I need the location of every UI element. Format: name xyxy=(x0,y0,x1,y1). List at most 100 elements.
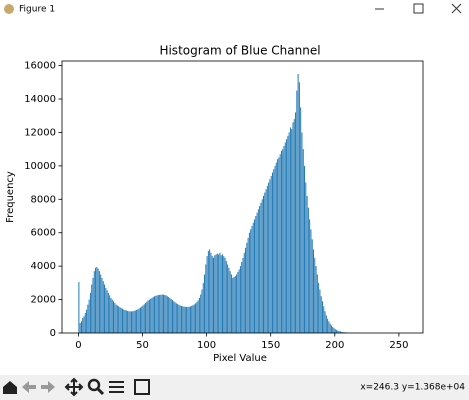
histogram-bar xyxy=(113,301,115,333)
zoom-button[interactable] xyxy=(87,378,105,396)
histogram-bar xyxy=(221,254,223,333)
histogram-bar xyxy=(84,312,86,333)
histogram-bar xyxy=(228,267,230,333)
histogram-bar xyxy=(115,304,117,333)
y-tick-label: 12000 xyxy=(24,127,56,138)
x-tick-label: 150 xyxy=(261,340,280,351)
histogram-bar xyxy=(309,219,311,333)
histogram-bar xyxy=(118,306,120,333)
histogram-bar xyxy=(109,295,111,333)
histogram-bar xyxy=(86,309,88,333)
histogram-bar xyxy=(342,332,344,333)
app-icon xyxy=(4,4,14,14)
histogram-bar xyxy=(124,309,126,333)
histogram-bar xyxy=(219,252,221,333)
histogram-bar xyxy=(337,330,339,333)
histogram-bar xyxy=(96,266,98,333)
histogram-bar xyxy=(259,205,261,333)
histogram-bar xyxy=(116,305,118,333)
histogram-bar xyxy=(288,132,290,333)
histogram-bar xyxy=(152,297,154,333)
histogram-bar xyxy=(300,107,302,333)
histogram-bar xyxy=(201,289,203,333)
x-tick-label: 100 xyxy=(197,340,216,351)
histogram-bar xyxy=(106,290,108,333)
histogram-bar xyxy=(137,309,139,333)
histogram-bar xyxy=(321,301,323,333)
x-tick-label: 200 xyxy=(325,340,344,351)
y-tick-label: 8000 xyxy=(31,194,56,205)
histogram-bar xyxy=(293,119,295,333)
histogram-bar xyxy=(243,252,245,333)
histogram-bar xyxy=(189,306,191,333)
save-button[interactable] xyxy=(134,379,150,395)
histogram-bar xyxy=(306,195,308,333)
maximize-button[interactable] xyxy=(413,3,424,14)
histogram-bar xyxy=(134,310,136,333)
histogram-bar xyxy=(120,307,122,333)
histogram-bar xyxy=(83,316,85,333)
histogram-bar xyxy=(171,300,173,333)
histogram-bar xyxy=(179,305,181,333)
home-button[interactable] xyxy=(3,381,17,394)
histogram-bar xyxy=(155,295,157,333)
back-button[interactable] xyxy=(22,381,36,393)
histogram-bar xyxy=(302,149,304,333)
histogram-bar xyxy=(215,254,217,333)
histogram-bar xyxy=(205,264,207,333)
histogram-bar xyxy=(136,309,138,333)
histogram-bar xyxy=(301,132,303,333)
histogram-bar xyxy=(114,302,116,333)
histogram-bar xyxy=(229,271,231,333)
histogram-bar xyxy=(207,251,209,333)
histogram-bar xyxy=(248,232,250,333)
histogram-bar xyxy=(279,154,281,333)
histogram-bar xyxy=(263,195,264,333)
histogram-bar xyxy=(202,282,204,333)
histogram-bar xyxy=(327,318,329,333)
histogram-bar xyxy=(271,172,273,333)
histogram-bar xyxy=(132,311,134,333)
histogram-bar xyxy=(186,306,188,333)
histogram-bar xyxy=(274,165,276,333)
histogram-bar xyxy=(200,294,202,333)
histogram-bar xyxy=(232,277,234,333)
pan-button[interactable] xyxy=(64,377,84,397)
histogram-bar xyxy=(121,308,123,333)
histogram-bar xyxy=(224,257,226,333)
histogram-bar xyxy=(211,256,213,333)
histogram-bar xyxy=(147,300,149,333)
histogram-bar xyxy=(193,304,195,333)
histogram-bar xyxy=(165,295,167,333)
histogram-bar xyxy=(127,310,129,333)
histogram-bar xyxy=(180,305,182,333)
y-axis-label: Frequency xyxy=(5,171,16,223)
configure-button[interactable] xyxy=(109,381,124,393)
histogram-bar xyxy=(220,255,222,333)
histogram-bar xyxy=(178,304,180,333)
histogram-bar xyxy=(159,294,161,333)
x-axis-label: Pixel Value xyxy=(213,353,267,364)
histogram-bar xyxy=(250,229,252,333)
histogram-bar xyxy=(225,261,227,333)
close-button[interactable] xyxy=(451,3,462,14)
histogram-bar xyxy=(141,306,143,333)
forward-button[interactable] xyxy=(41,381,55,393)
histogram-bar xyxy=(145,302,147,333)
y-tick-label: 16000 xyxy=(24,61,56,72)
histogram-bar xyxy=(80,321,82,333)
histogram-bar xyxy=(260,202,262,333)
histogram-bar xyxy=(283,145,285,333)
histogram-bar xyxy=(79,322,81,333)
histogram-bar xyxy=(319,289,321,333)
histogram-bar xyxy=(138,308,140,333)
histogram-bar xyxy=(198,297,200,333)
histogram-bar xyxy=(151,297,153,333)
histogram-bar xyxy=(336,329,338,333)
histogram-bar xyxy=(287,135,289,333)
chart-title: Histogram of Blue Channel xyxy=(159,44,320,58)
histogram-bar xyxy=(107,292,109,333)
histogram-bar xyxy=(295,112,297,333)
x-tick-label: 50 xyxy=(136,340,149,351)
histogram-bar xyxy=(223,256,225,333)
